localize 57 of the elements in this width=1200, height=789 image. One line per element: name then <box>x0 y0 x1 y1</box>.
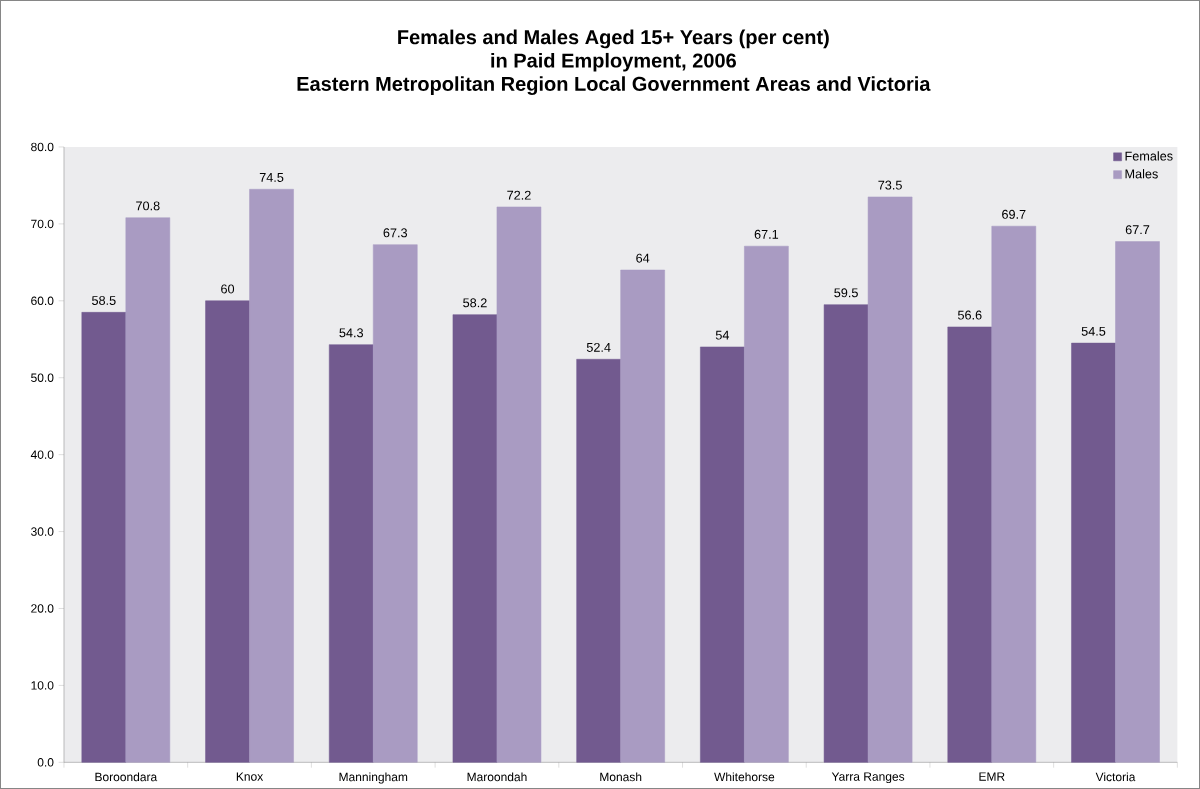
data-label: 67.1 <box>754 229 779 239</box>
bar <box>991 225 1037 763</box>
y-tick-label: 20.0 <box>31 604 54 613</box>
bar <box>328 344 374 763</box>
x-tick-label: Boroondara <box>95 772 158 782</box>
bar <box>947 326 993 763</box>
bar <box>1071 342 1116 763</box>
x-tick-label: Whitehorse <box>714 772 775 782</box>
x-tick-label: EMR <box>979 772 1005 781</box>
bar <box>744 245 789 763</box>
x-tick-label: Manningham <box>339 772 408 784</box>
data-label: 54 <box>715 330 730 340</box>
bar <box>823 304 869 763</box>
bar <box>576 359 621 763</box>
bar <box>1115 241 1160 763</box>
data-label: 58.5 <box>92 296 116 305</box>
bar <box>452 314 498 763</box>
data-label: 69.7 <box>1002 209 1026 219</box>
bar <box>867 196 913 763</box>
legend-label: Females <box>1125 151 1173 161</box>
bar <box>249 189 294 763</box>
data-label: 67.7 <box>1125 225 1150 235</box>
x-tick-label: Knox <box>236 772 264 781</box>
data-label: 60 <box>221 284 235 294</box>
y-tick-label: 30.0 <box>31 527 54 536</box>
data-label: 52.4 <box>586 342 611 352</box>
data-label: 73.5 <box>878 180 902 190</box>
y-tick-label: 80.0 <box>31 142 54 152</box>
x-tick-label: Maroondah <box>467 772 527 782</box>
data-label: 54.3 <box>339 328 364 338</box>
bar <box>620 269 665 763</box>
data-label: 70.8 <box>136 201 160 211</box>
bar <box>205 300 250 763</box>
bar <box>496 206 542 763</box>
x-tick-label: Yarra Ranges <box>831 772 905 784</box>
data-label: 59.5 <box>834 288 858 298</box>
y-tick-label: 60.0 <box>31 296 54 306</box>
bar <box>700 346 745 763</box>
data-label: 74.5 <box>259 173 284 182</box>
y-tick-label: 10.0 <box>31 681 54 690</box>
data-label: 56.6 <box>957 310 982 320</box>
data-label: 72.2 <box>507 190 531 200</box>
x-tick-label: Victoria <box>1095 772 1136 782</box>
bar <box>125 217 171 763</box>
data-label: 58.2 <box>463 298 487 308</box>
data-label: 54.5 <box>1081 326 1106 336</box>
y-tick-label: 70.0 <box>31 219 54 229</box>
legend-label: Males <box>1125 169 1158 179</box>
y-tick-label: 40.0 <box>30 450 54 459</box>
y-tick-label: 0.0 <box>37 758 54 767</box>
bar <box>372 244 418 763</box>
data-label: 67.3 <box>383 228 408 238</box>
bar <box>81 312 127 763</box>
data-label: 64 <box>636 253 650 263</box>
y-tick-label: 50.0 <box>31 373 54 382</box>
x-tick-label: Monash <box>600 772 642 782</box>
chart-title: Females and Males Aged 15+ Years (per cent) in Paid Employment, 2006 Eastern Metropolitan Region Local Government Areas and Victoria <box>297 29 931 96</box>
